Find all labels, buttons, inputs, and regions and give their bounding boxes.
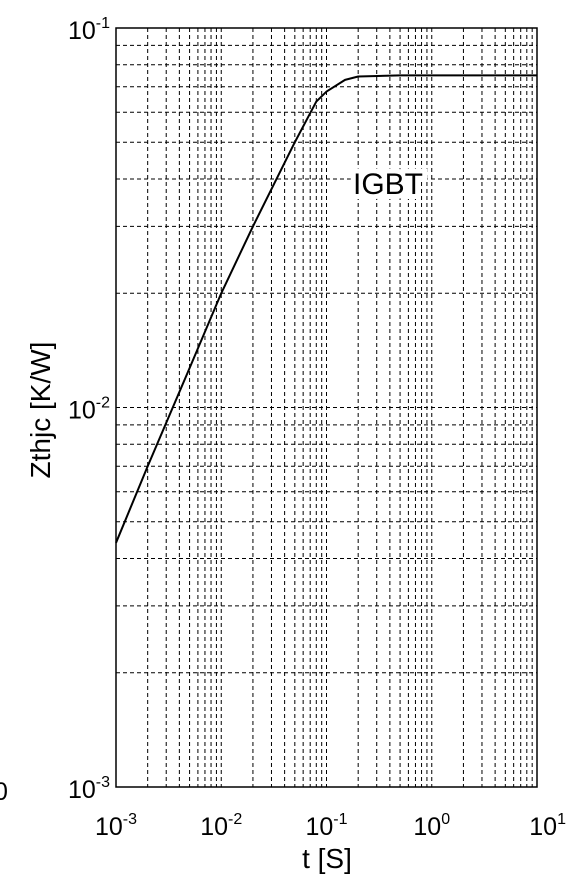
annotation-igbt: IGBT	[353, 168, 423, 201]
y-tick-label: 10-1	[68, 15, 110, 45]
series-layer	[115, 74, 537, 544]
x-tick-label: 100	[413, 811, 450, 841]
x-tick-label: 10-3	[95, 811, 137, 841]
y-tick-label: 10-2	[68, 395, 110, 425]
y-tick-label: 10-3	[68, 774, 110, 804]
x-tick-labels: 10-3 10-2 10-1 100 101	[95, 811, 566, 841]
y-axis-title: Zthjc [K/W]	[25, 342, 56, 479]
x-tick-label: 10-2	[200, 811, 242, 841]
grid	[116, 28, 537, 787]
x-tick-label: 10-1	[305, 811, 347, 841]
edge-fragment-label: 0	[0, 778, 8, 806]
series-line-0	[115, 74, 537, 544]
x-tick-label: 101	[529, 811, 566, 841]
y-tick-labels: 10-3 10-2 10-1	[68, 15, 110, 804]
x-axis-title: t [S]	[302, 843, 352, 874]
plot-frame	[115, 27, 538, 788]
